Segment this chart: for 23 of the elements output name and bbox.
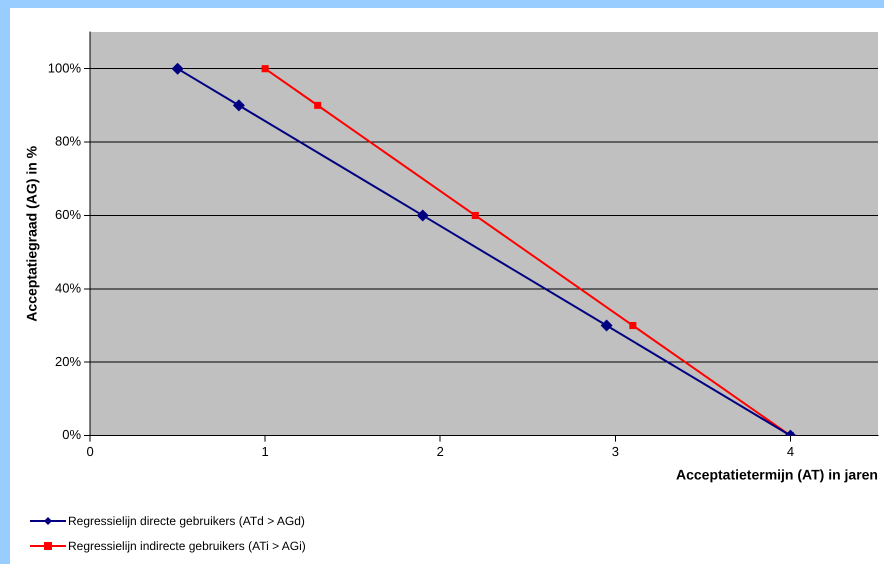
point: [629, 322, 636, 330]
y-tick-label: 0%: [62, 427, 82, 442]
y-tick-label: 40%: [55, 280, 82, 296]
point: [416, 209, 429, 222]
x-tick-label: 3: [612, 444, 619, 459]
x-tick-label: 2: [436, 444, 444, 459]
point: [472, 212, 479, 219]
x-tick-label: 0: [86, 444, 94, 459]
point: [232, 99, 245, 112]
point: [172, 62, 184, 75]
y-tick-label: 20%: [55, 354, 82, 369]
point: [600, 320, 613, 332]
y-axis-title: Acceptatiegraad (AG) in %: [23, 145, 40, 322]
x-tick-label: 1: [262, 444, 269, 459]
y-tick-label: 100%: [48, 60, 82, 76]
legend-label: Regressielijn directe gebruikers (ATd > AGd): [68, 514, 305, 528]
y-tick-label: 60%: [55, 207, 82, 222]
point: [262, 65, 269, 72]
x-axis-title: Acceptatietermijn (AT) in jaren: [676, 466, 878, 482]
x-tick-label: 4: [786, 444, 794, 459]
legend-label: Regressielijn indirecte gebruikers (ATi > AGi): [68, 538, 306, 552]
point: [314, 102, 322, 109]
y-tick-label: 80%: [55, 134, 82, 149]
